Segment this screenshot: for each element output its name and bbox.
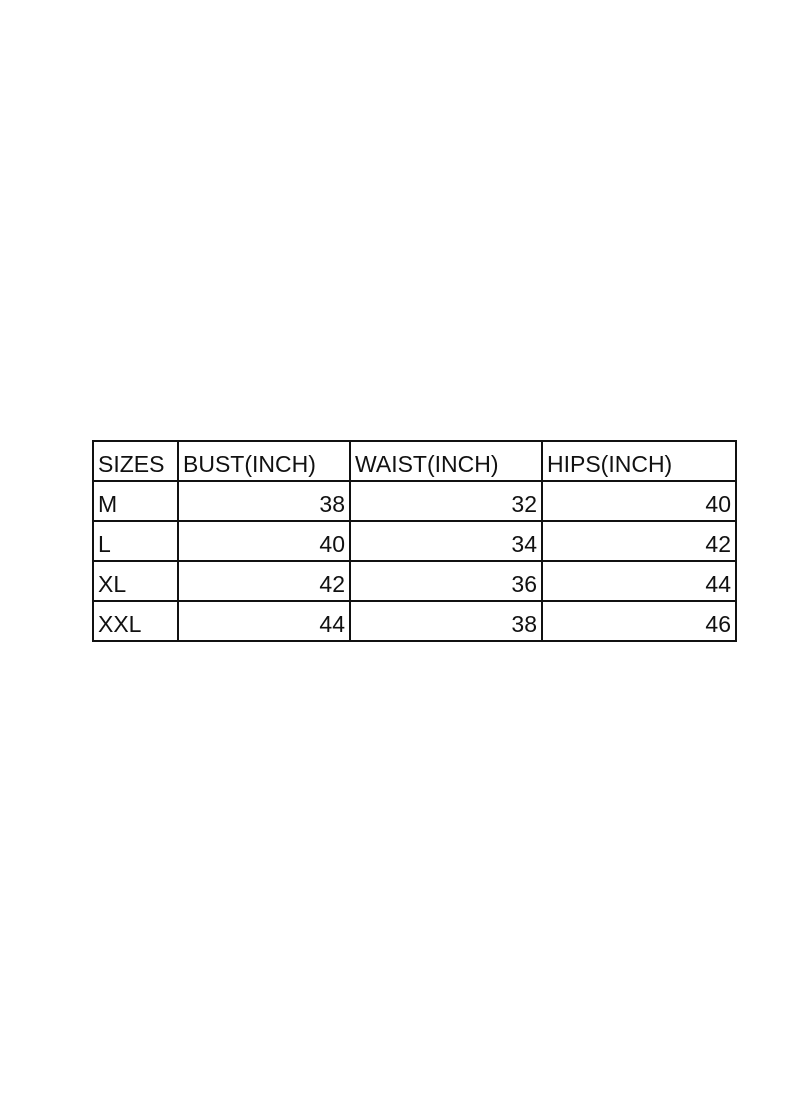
measure-cell: 42 [541, 520, 737, 562]
measure-cell: 32 [349, 480, 543, 522]
size-cell: L [92, 520, 179, 562]
measure-cell: 34 [349, 520, 543, 562]
measure-cell: 38 [177, 480, 351, 522]
size-cell: M [92, 480, 179, 522]
size-table: SIZES BUST(INCH) WAIST(INCH) HIPS(INCH) M 38 3… [92, 440, 737, 642]
data-row: XL 42 36 44 [92, 560, 737, 602]
header-cell: SIZES [92, 440, 179, 482]
header-cell: WAIST(INCH) [349, 440, 543, 482]
header-cell: HIPS(INCH) [541, 440, 737, 482]
measure-cell: 40 [177, 520, 351, 562]
measure-cell: 44 [177, 600, 351, 642]
measure-cell: 46 [541, 600, 737, 642]
size-cell: XL [92, 560, 179, 602]
measure-cell: 40 [541, 480, 737, 522]
measure-cell: 36 [349, 560, 543, 602]
measure-cell: 38 [349, 600, 543, 642]
measure-cell: 42 [177, 560, 351, 602]
data-row: XXL 44 38 46 [92, 600, 737, 642]
size-cell: XXL [92, 600, 179, 642]
measure-cell: 44 [541, 560, 737, 602]
header-row: SIZES BUST(INCH) WAIST(INCH) HIPS(INCH) [92, 440, 737, 482]
data-row: L 40 34 42 [92, 520, 737, 562]
table-body: SIZES BUST(INCH) WAIST(INCH) HIPS(INCH) M 38 3… [92, 440, 737, 642]
data-row: M 38 32 40 [92, 480, 737, 522]
header-cell: BUST(INCH) [177, 440, 351, 482]
